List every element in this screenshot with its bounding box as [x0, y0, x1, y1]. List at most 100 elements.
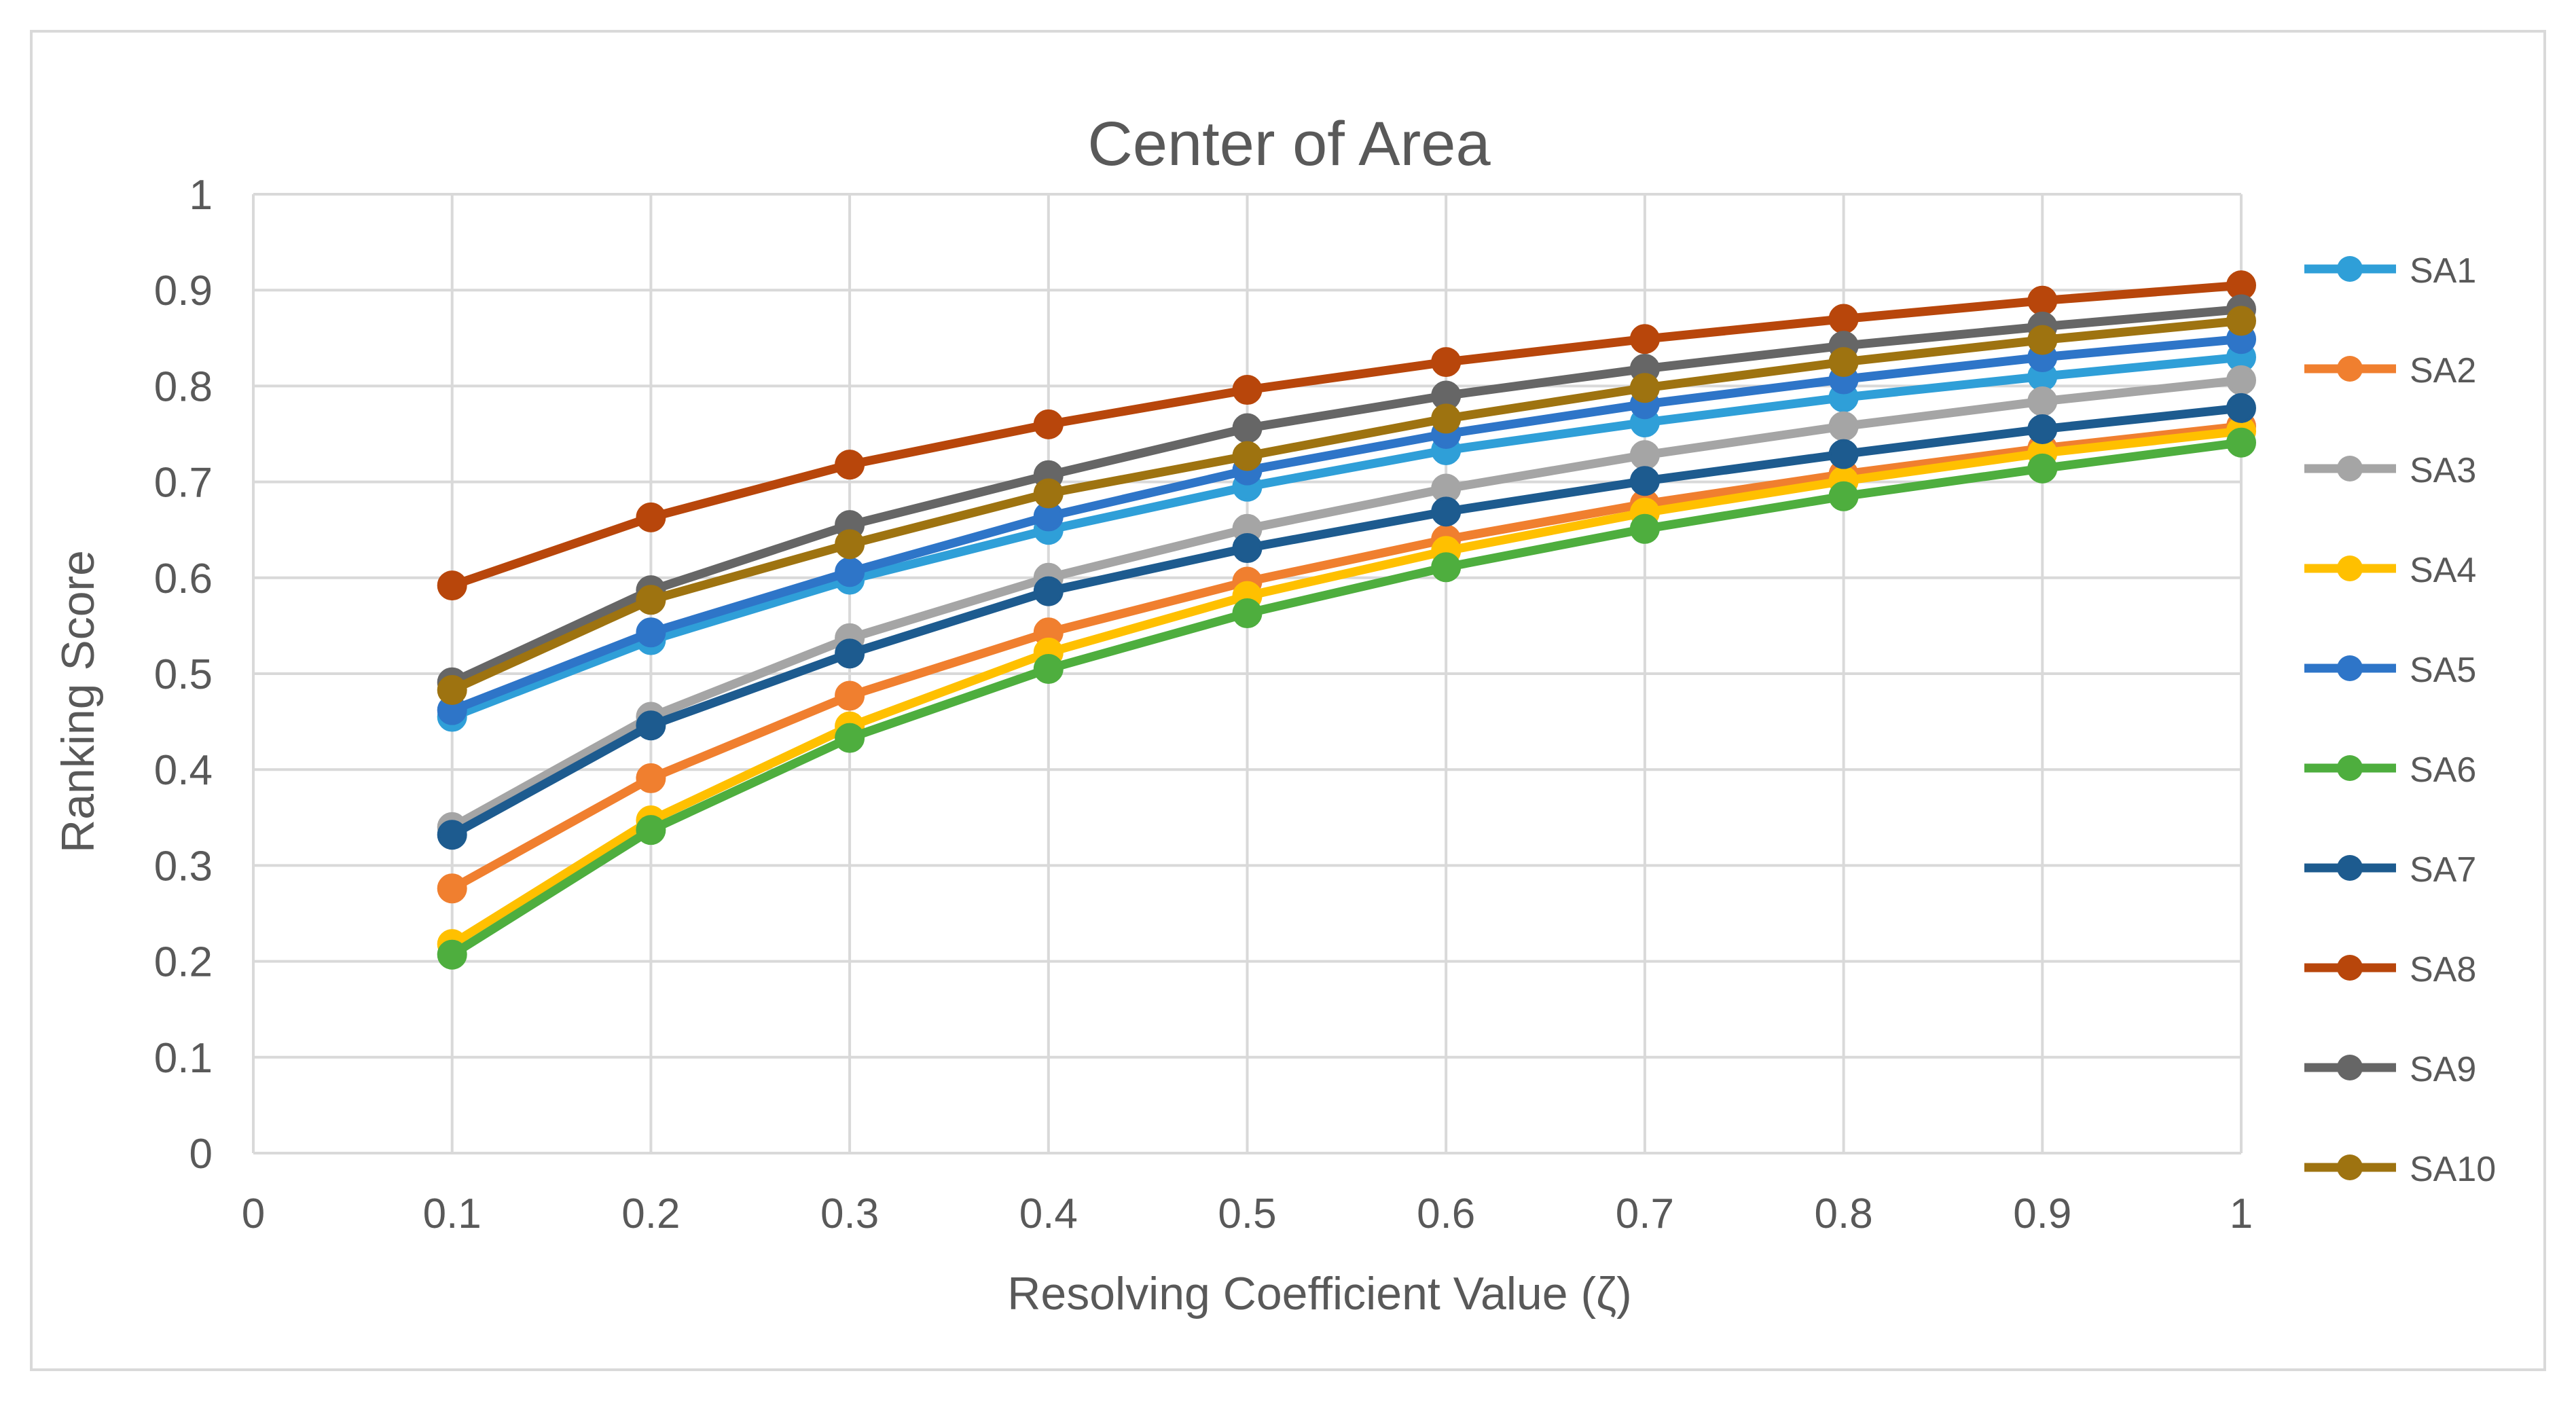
series-sa10 — [437, 306, 2256, 706]
legend-entry: SA5 — [2304, 651, 2476, 690]
y-tick-label: 0.8 — [154, 363, 213, 410]
data-point — [2226, 393, 2256, 423]
legend-swatch-marker — [2337, 556, 2363, 581]
y-tick-label: 0.2 — [154, 939, 213, 986]
legend-label: SA4 — [2410, 551, 2476, 590]
legend-swatch-marker — [2337, 456, 2363, 481]
series-sa2 — [437, 411, 2256, 904]
data-point — [437, 570, 467, 601]
data-point — [1232, 413, 1263, 443]
data-point — [1232, 533, 1263, 564]
y-axis-title: Ranking Score — [52, 550, 104, 853]
y-tick-label: 0 — [189, 1131, 213, 1178]
data-point — [1033, 653, 1064, 684]
y-tick-label: 0.7 — [154, 460, 213, 507]
data-point — [1232, 441, 1263, 471]
data-point — [437, 820, 467, 850]
legend-entry: SA6 — [2304, 750, 2476, 790]
series-sa7 — [437, 393, 2256, 850]
x-tick-label: 0.5 — [1218, 1190, 1276, 1237]
plot-series — [437, 270, 2256, 970]
series-line — [450, 352, 2242, 721]
legend-swatch-marker — [2337, 256, 2363, 282]
legend-swatch-marker — [2337, 356, 2363, 382]
axes: 0 0.1 0.2 0.3 0.4 0.5 0.6 0.7 0.8 0.9 1 0 0.1 0.2 0.3 0… — [154, 172, 2253, 1237]
series-line — [450, 280, 2242, 590]
data-point — [1629, 513, 1660, 544]
data-point — [1033, 409, 1064, 439]
y-tick-label: 0.6 — [154, 556, 213, 602]
legend-swatch-marker — [2337, 955, 2363, 981]
data-point — [1629, 373, 1660, 403]
data-point — [2027, 386, 2058, 416]
legend-label: SA10 — [2410, 1150, 2496, 1189]
y-tick-label: 0.3 — [154, 843, 213, 890]
data-point — [636, 815, 666, 845]
data-point — [1629, 324, 1660, 354]
line-chart: Center of Area 0 0.1 0.2 0.3 0.4 0.5 0.6 0.7 0.8… — [52, 109, 2496, 1320]
data-point — [1431, 347, 1462, 378]
data-point — [1033, 478, 1064, 509]
data-point — [636, 710, 666, 741]
legend-swatch-marker — [2337, 855, 2363, 881]
data-point — [636, 763, 666, 793]
legend-swatch-marker — [2337, 655, 2363, 681]
x-tick-label: 0.2 — [621, 1190, 680, 1237]
legend-entry: SA1 — [2304, 251, 2476, 291]
x-axis-title: Resolving Coefficient Value (ζ) — [1007, 1268, 1631, 1320]
series-line — [450, 334, 2242, 714]
data-point — [1629, 466, 1660, 496]
x-tick-label: 0.9 — [2013, 1190, 2071, 1237]
data-point — [1431, 403, 1462, 434]
data-point — [1033, 576, 1064, 606]
legend-entry: SA4 — [2304, 551, 2476, 590]
series-line — [450, 316, 2242, 694]
x-tick-label: 1 — [2230, 1190, 2253, 1237]
series-line — [450, 422, 2242, 892]
data-point — [636, 585, 666, 615]
legend-entry: SA7 — [2304, 850, 2476, 890]
data-point — [636, 502, 666, 532]
y-tick-label: 0.4 — [154, 747, 213, 794]
legend-label: SA8 — [2410, 950, 2476, 989]
legend-entry: SA10 — [2304, 1150, 2496, 1189]
y-tick-label: 0.1 — [154, 1035, 213, 1082]
data-point — [2226, 306, 2256, 336]
data-point — [1629, 440, 1660, 471]
x-tick-label: 0.7 — [1616, 1190, 1674, 1237]
series-sa8 — [437, 270, 2256, 601]
data-point — [1232, 598, 1263, 629]
data-point — [835, 529, 865, 560]
chart-area: Center of Area 0 0.1 0.2 0.3 0.4 0.5 0.6 0.7 0.8… — [30, 30, 2546, 1371]
series-line — [450, 426, 2242, 948]
chart-title: Center of Area — [1087, 109, 1491, 179]
data-point — [835, 723, 865, 753]
series-line — [450, 438, 2242, 959]
data-point — [2027, 414, 2058, 444]
data-point — [2027, 453, 2058, 484]
data-point — [2027, 325, 2058, 355]
data-point — [1232, 375, 1263, 405]
data-point — [1828, 347, 1859, 378]
data-point — [835, 557, 865, 587]
legend-label: SA5 — [2410, 651, 2476, 690]
x-tick-label: 0.3 — [820, 1190, 879, 1237]
legend-swatch-marker — [2337, 755, 2363, 781]
data-point — [1828, 304, 1859, 334]
series-sa9 — [437, 294, 2256, 697]
series-sa6 — [437, 427, 2256, 970]
data-point — [1431, 552, 1462, 583]
data-point — [437, 873, 467, 904]
data-point — [437, 939, 467, 970]
data-point — [1828, 439, 1859, 469]
data-point — [835, 680, 865, 711]
legend: SA1 SA2 SA3 SA4 SA5 SA6 SA7 SA8 SA9 SA10 — [2304, 251, 2496, 1189]
data-point — [2027, 285, 2058, 316]
x-tick-label: 0 — [242, 1190, 265, 1237]
y-tick-label: 0.9 — [154, 268, 213, 314]
data-point — [2226, 365, 2256, 395]
legend-label: SA2 — [2410, 351, 2476, 390]
data-point — [636, 617, 666, 648]
y-tick-label: 1 — [189, 172, 213, 219]
legend-label: SA9 — [2410, 1050, 2476, 1089]
